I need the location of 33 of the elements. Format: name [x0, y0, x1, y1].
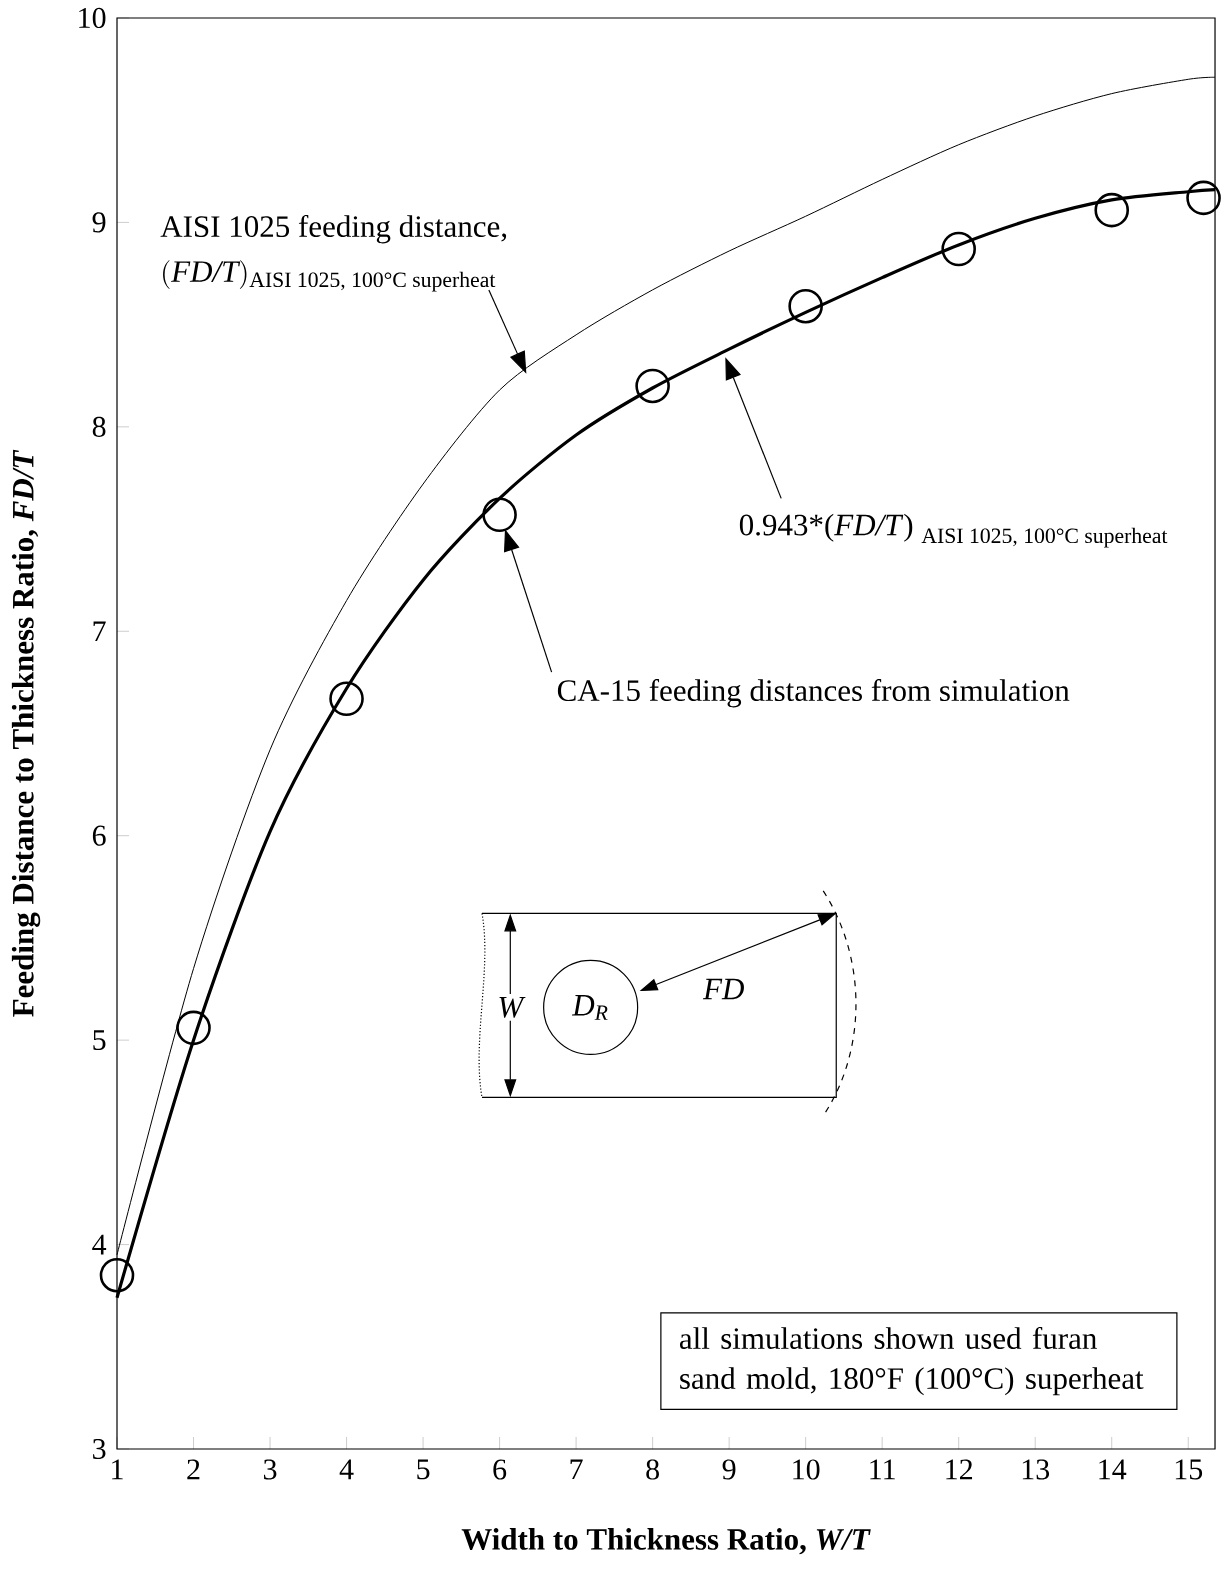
- y-tick-label: 9: [92, 212, 106, 233]
- annotation: all simulations shown used furan sand mold, 180°F (100°C) superheat: [679, 1326, 1144, 1396]
- x-tick-label: 14: [1099, 1459, 1127, 1480]
- y-tick-label: 8: [92, 416, 106, 437]
- annotation: $\textit{D}_{\textit{R}}$: [571, 995, 608, 1020]
- x-tick-label: 9: [722, 1459, 736, 1480]
- x-tick-label: 2: [187, 1459, 200, 1480]
- annotation: $(\textit{FD/T})_{\text{AISI 1025, 100°C superheat}}$: [163, 260, 496, 292]
- y-tick-label: 7: [93, 621, 106, 642]
- x-tick-label: 11: [870, 1459, 895, 1480]
- annotation: CA-15 feeding distances from simulation: [557, 678, 1070, 708]
- x-tick-label: 5: [417, 1459, 430, 1480]
- x-tick-label: 8: [646, 1459, 659, 1480]
- x-tick-label: 4: [339, 1459, 354, 1480]
- x-tick-label: 13: [1022, 1459, 1050, 1480]
- x-tick-label: 12: [946, 1459, 973, 1480]
- y-axis-title: Feeding Distance to Thickness Ratio, FD/T: [11, 449, 41, 1017]
- annotation: FD: [702, 978, 744, 1000]
- annotation: AISI 1025 feeding distance,: [160, 214, 507, 244]
- y-tick-label: 4: [92, 1234, 107, 1255]
- x-tick-label: 10: [793, 1459, 820, 1480]
- annotation: W: [499, 997, 526, 1018]
- y-tick-label: 6: [92, 825, 106, 846]
- x-tick-label: 6: [493, 1459, 507, 1480]
- y-tick-label: 5: [93, 1030, 106, 1051]
- x-tick-label: 1: [112, 1459, 123, 1480]
- annotation: $\text{0.943*(\textit{FD/T}) }_{\text{AISI 1025, 100°C superheat}}$: [739, 513, 1168, 548]
- y-tick-label: 3: [93, 1438, 106, 1460]
- x-tick-label: 7: [570, 1459, 583, 1480]
- x-tick-label: 3: [263, 1459, 277, 1480]
- x-tick-label: 15: [1175, 1459, 1203, 1480]
- y-tick-label: 10: [79, 7, 106, 29]
- x-axis-title: Width to Thickness Ratio, W/T: [461, 1528, 871, 1555]
